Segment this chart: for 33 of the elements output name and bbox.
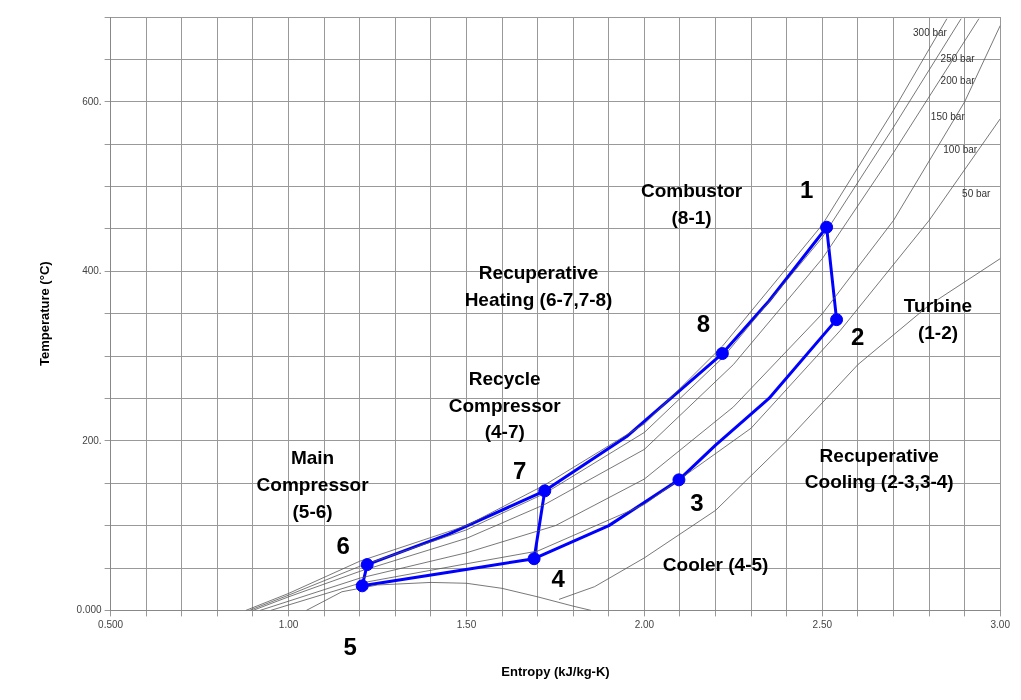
y-tick-label: 600. (82, 95, 102, 107)
y-tick-label: 200. (82, 434, 102, 446)
x-axis-title: Entropy (kJ/kg-K) (501, 663, 610, 679)
annotation: 4 (551, 565, 566, 593)
x-tick-label: 0.500 (98, 619, 124, 631)
annotation: 100 bar (943, 144, 978, 156)
annotation: 200 bar (940, 74, 976, 86)
annotation: 8 (696, 310, 711, 338)
annotation: 7 (513, 457, 527, 485)
y-tick-label: 0.000 (76, 604, 103, 616)
annotation: 150 bar (930, 111, 966, 123)
annotation: Turbine (1-2) (903, 294, 973, 343)
x-tick-label: 1.00 (278, 619, 299, 631)
y-axis-title: Temperature (°C) (37, 261, 53, 367)
x-tick-label: 1.50 (456, 619, 477, 631)
annotation: 3 (690, 489, 704, 517)
annotation: 300 bar (913, 26, 948, 38)
annotation: 50 bar (962, 187, 992, 199)
annotation: Recuperative Cooling (2-3,3-4) (804, 444, 954, 493)
x-tick-label: 2.00 (634, 619, 655, 631)
annotation: Recycle Compressor (4-7) (448, 367, 562, 443)
annotation: 250 bar (940, 53, 976, 65)
annotation: Main Compressor (5-6) (256, 447, 370, 522)
annotation: 2 (850, 323, 865, 351)
x-tick-label: 2.50 (812, 619, 833, 631)
x-tick-label: 3.00 (990, 619, 1011, 631)
annotation: Combustor (8-1) (640, 179, 743, 228)
annotation: 1 (799, 175, 814, 203)
annotation: Cooler (4-5) (662, 553, 769, 575)
annotation: 6 (336, 532, 350, 560)
annotation: Recuperative Heating (6-7,7-8) (464, 261, 613, 310)
y-tick-label: 400. (82, 265, 102, 277)
annotation: 5 (343, 633, 357, 661)
